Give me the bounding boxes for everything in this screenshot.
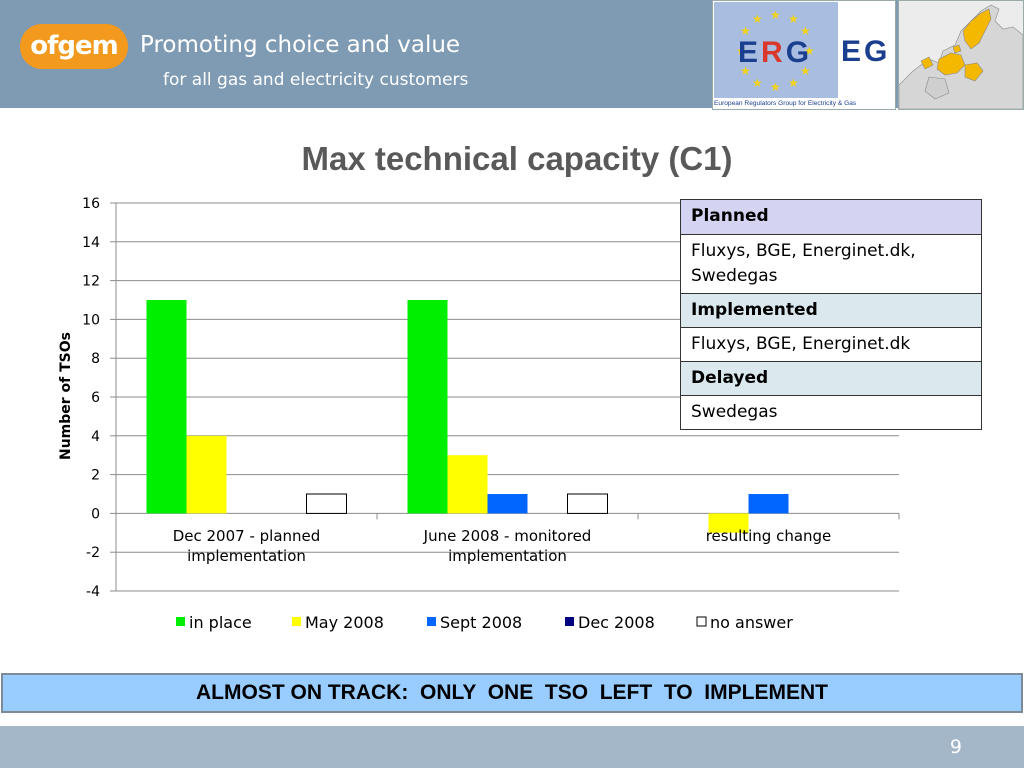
bar <box>748 494 789 514</box>
category-label: June 2008 - monitored <box>423 527 592 545</box>
europe-map-icon <box>899 1 1023 109</box>
legend-label: in place <box>189 613 252 632</box>
implemented-header: Implemented <box>681 294 981 328</box>
erg-logo: ★ ★ ★ ★ ★ ★ ★ ★ ★ ★ ★ ★ ERG EG European … <box>712 0 896 110</box>
page-number: 9 <box>949 736 962 758</box>
y-tick-label: 8 <box>91 351 100 367</box>
category-label: resulting change <box>706 527 832 545</box>
slide-title: Max technical capacity (C1) <box>301 140 733 177</box>
bar <box>447 455 488 514</box>
eu-stars-icon: ★ ★ ★ ★ ★ ★ ★ ★ ★ ★ ★ ★ <box>736 8 815 94</box>
erg-logo-field: ★ ★ ★ ★ ★ ★ ★ ★ ★ ★ ★ ★ ERG <box>714 2 838 98</box>
y-tick-label: 10 <box>82 312 100 328</box>
y-tick-label: 12 <box>82 274 100 290</box>
bar-chart: 16 14 12 10 8 6 4 2 0 -2 -4 Dec 2007 - planned impl… <box>58 196 900 632</box>
conclusion-banner: ALMOST ON TRACK: ONLY ONE TSO LEFT TO IM… <box>1 673 1023 713</box>
y-tick-label: 2 <box>91 468 100 484</box>
y-tick-label: -4 <box>86 584 100 600</box>
legend-swatch <box>696 616 707 627</box>
category-label: implementation <box>448 547 567 565</box>
legend-label: no answer <box>710 613 793 632</box>
legend-swatch <box>565 617 574 626</box>
status-table: Planned Fluxys, BGE, Energinet.dk, Swede… <box>680 199 982 430</box>
delayed-header: Delayed <box>681 362 981 396</box>
tagline-line2: for all gas and electricity customers <box>163 70 469 90</box>
implemented-value: Fluxys, BGE, Energinet.dk <box>681 328 981 362</box>
y-tick-label: 4 <box>91 429 100 445</box>
footer-bar: 9 <box>0 726 1024 768</box>
bar <box>487 494 528 514</box>
bar <box>186 435 227 514</box>
y-axis-label: Number of TSOs <box>58 332 74 460</box>
bar <box>306 493 347 514</box>
delayed-value: Swedegas <box>691 402 778 422</box>
legend-label: Dec 2008 <box>578 613 655 632</box>
legend-swatch <box>292 617 301 626</box>
bar <box>567 493 608 514</box>
bar <box>407 300 448 514</box>
legend-label: May 2008 <box>305 613 384 632</box>
bar <box>146 300 187 514</box>
chart-legend: in place May 2008 Sept 2008 Dec 2008 no answ… <box>176 613 793 632</box>
erg-logo-mark: ERG <box>738 36 813 69</box>
europe-map <box>898 0 1024 110</box>
planned-value: Fluxys, BGE, Energinet.dk, Swedegas <box>681 235 981 294</box>
x-axis-categories: Dec 2007 - planned implementation June 200… <box>173 527 832 565</box>
tagline-line1: Promoting choice and value <box>140 32 461 58</box>
category-label: implementation <box>187 547 306 565</box>
legend-swatch <box>427 617 436 626</box>
y-tick-label: -2 <box>86 545 100 561</box>
y-tick-label: 6 <box>91 390 100 406</box>
eg-logo-mark: EG <box>841 35 891 68</box>
y-axis-ticks: 16 14 12 10 8 6 4 2 0 -2 -4 <box>82 196 100 600</box>
category-label: Dec 2007 - planned <box>173 527 321 545</box>
ofgem-logo: ofgem <box>20 24 128 69</box>
bar <box>708 513 749 533</box>
planned-header: Planned <box>681 200 981 235</box>
erg-caption: European Regulators Group for Electricit… <box>714 100 857 107</box>
legend-label: Sept 2008 <box>440 613 522 632</box>
y-tick-label: 14 <box>82 235 100 251</box>
y-tick-label: 16 <box>82 196 100 212</box>
y-tick-label: 0 <box>91 506 100 522</box>
chart-bars <box>146 300 789 533</box>
legend-swatch <box>176 617 185 626</box>
